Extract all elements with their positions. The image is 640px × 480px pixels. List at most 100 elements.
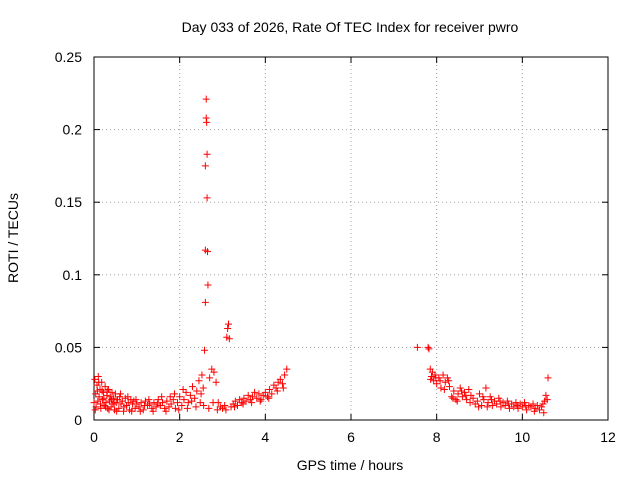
data-point <box>238 399 246 407</box>
data-point <box>441 378 449 386</box>
data-point <box>251 388 259 396</box>
data-point <box>505 404 513 412</box>
data-point <box>540 409 548 417</box>
data-point <box>248 393 256 401</box>
data-point <box>514 404 522 412</box>
data-point <box>439 371 447 379</box>
data-point <box>231 397 239 405</box>
data-point <box>427 375 435 383</box>
data-point <box>166 393 174 401</box>
data-point <box>128 407 136 415</box>
data-point <box>523 406 531 414</box>
data-point <box>538 403 546 411</box>
data-point <box>462 391 470 399</box>
data-point <box>203 194 211 202</box>
data-point <box>261 388 269 396</box>
data-point <box>539 400 547 408</box>
data-point <box>171 390 179 398</box>
data-point <box>503 397 511 405</box>
x-axis-title: GPS time / hours <box>297 457 404 473</box>
x-tick-label: 10 <box>515 429 531 445</box>
data-point <box>424 343 432 351</box>
data-point <box>433 380 441 388</box>
data-point <box>480 396 488 404</box>
chart-title: Day 033 of 2026, Rate Of TEC Index for r… <box>182 19 519 35</box>
data-point <box>283 365 291 373</box>
data-point <box>278 380 286 388</box>
data-point <box>497 403 505 411</box>
data-point <box>248 399 256 407</box>
data-point <box>123 401 131 409</box>
data-point <box>150 399 158 407</box>
data-point <box>145 396 153 404</box>
data-point <box>188 397 196 405</box>
data-point <box>113 407 121 415</box>
data-point <box>206 374 214 382</box>
data-point <box>201 162 209 170</box>
data-point <box>200 401 208 409</box>
data-point <box>529 400 537 408</box>
data-point <box>440 386 448 394</box>
data-point <box>158 393 166 401</box>
data-point <box>450 387 458 395</box>
x-tick-label: 4 <box>261 429 269 445</box>
x-tick-label: 8 <box>433 429 441 445</box>
data-point <box>203 150 211 158</box>
data-point <box>178 401 186 409</box>
data-point <box>171 404 179 412</box>
data-point <box>486 393 494 401</box>
data-point <box>102 403 110 411</box>
data-point <box>437 384 445 392</box>
data-point <box>96 400 104 408</box>
x-tick-labels: 0 2 4 6 8 10 12 <box>90 429 616 445</box>
data-point <box>469 394 477 402</box>
data-point <box>198 371 206 379</box>
data-point <box>542 391 550 399</box>
data-point <box>204 281 212 289</box>
data-point <box>484 399 492 407</box>
data-point <box>510 403 518 411</box>
y-tick-label: 0.05 <box>55 339 82 355</box>
data-point <box>162 407 170 415</box>
data-point <box>496 397 504 405</box>
data-point <box>520 399 528 407</box>
x-tick-label: 2 <box>176 429 184 445</box>
data-point <box>453 397 461 405</box>
data-point <box>281 371 289 379</box>
data-point <box>473 397 481 405</box>
data-point <box>493 400 501 408</box>
data-point <box>124 393 132 401</box>
data-point <box>463 396 471 404</box>
data-point <box>413 343 421 351</box>
data-point <box>279 384 287 392</box>
data-point <box>272 384 280 392</box>
data-point <box>425 345 433 353</box>
data-point <box>466 399 474 407</box>
data-point <box>263 393 271 401</box>
data-point <box>108 388 116 396</box>
data-point <box>242 397 250 405</box>
data-point <box>204 248 212 256</box>
x-tick-label: 12 <box>600 429 616 445</box>
data-point <box>186 391 194 399</box>
data-point <box>276 375 284 383</box>
data-point <box>443 374 451 382</box>
data-point <box>265 394 273 402</box>
data-point <box>100 394 108 402</box>
data-point <box>120 407 128 415</box>
data-point <box>117 400 125 408</box>
data-point <box>180 396 188 404</box>
data-point <box>212 378 220 386</box>
data-point <box>501 401 509 409</box>
x-tick-label: 0 <box>90 429 98 445</box>
data-point <box>174 399 182 407</box>
data-point <box>256 397 264 405</box>
y-tick-label: 0.25 <box>55 49 82 65</box>
data-point <box>210 368 218 376</box>
data-point <box>224 325 232 333</box>
data-point <box>189 383 197 391</box>
data-point <box>199 384 207 392</box>
data-point <box>135 403 143 411</box>
data-point <box>154 396 162 404</box>
